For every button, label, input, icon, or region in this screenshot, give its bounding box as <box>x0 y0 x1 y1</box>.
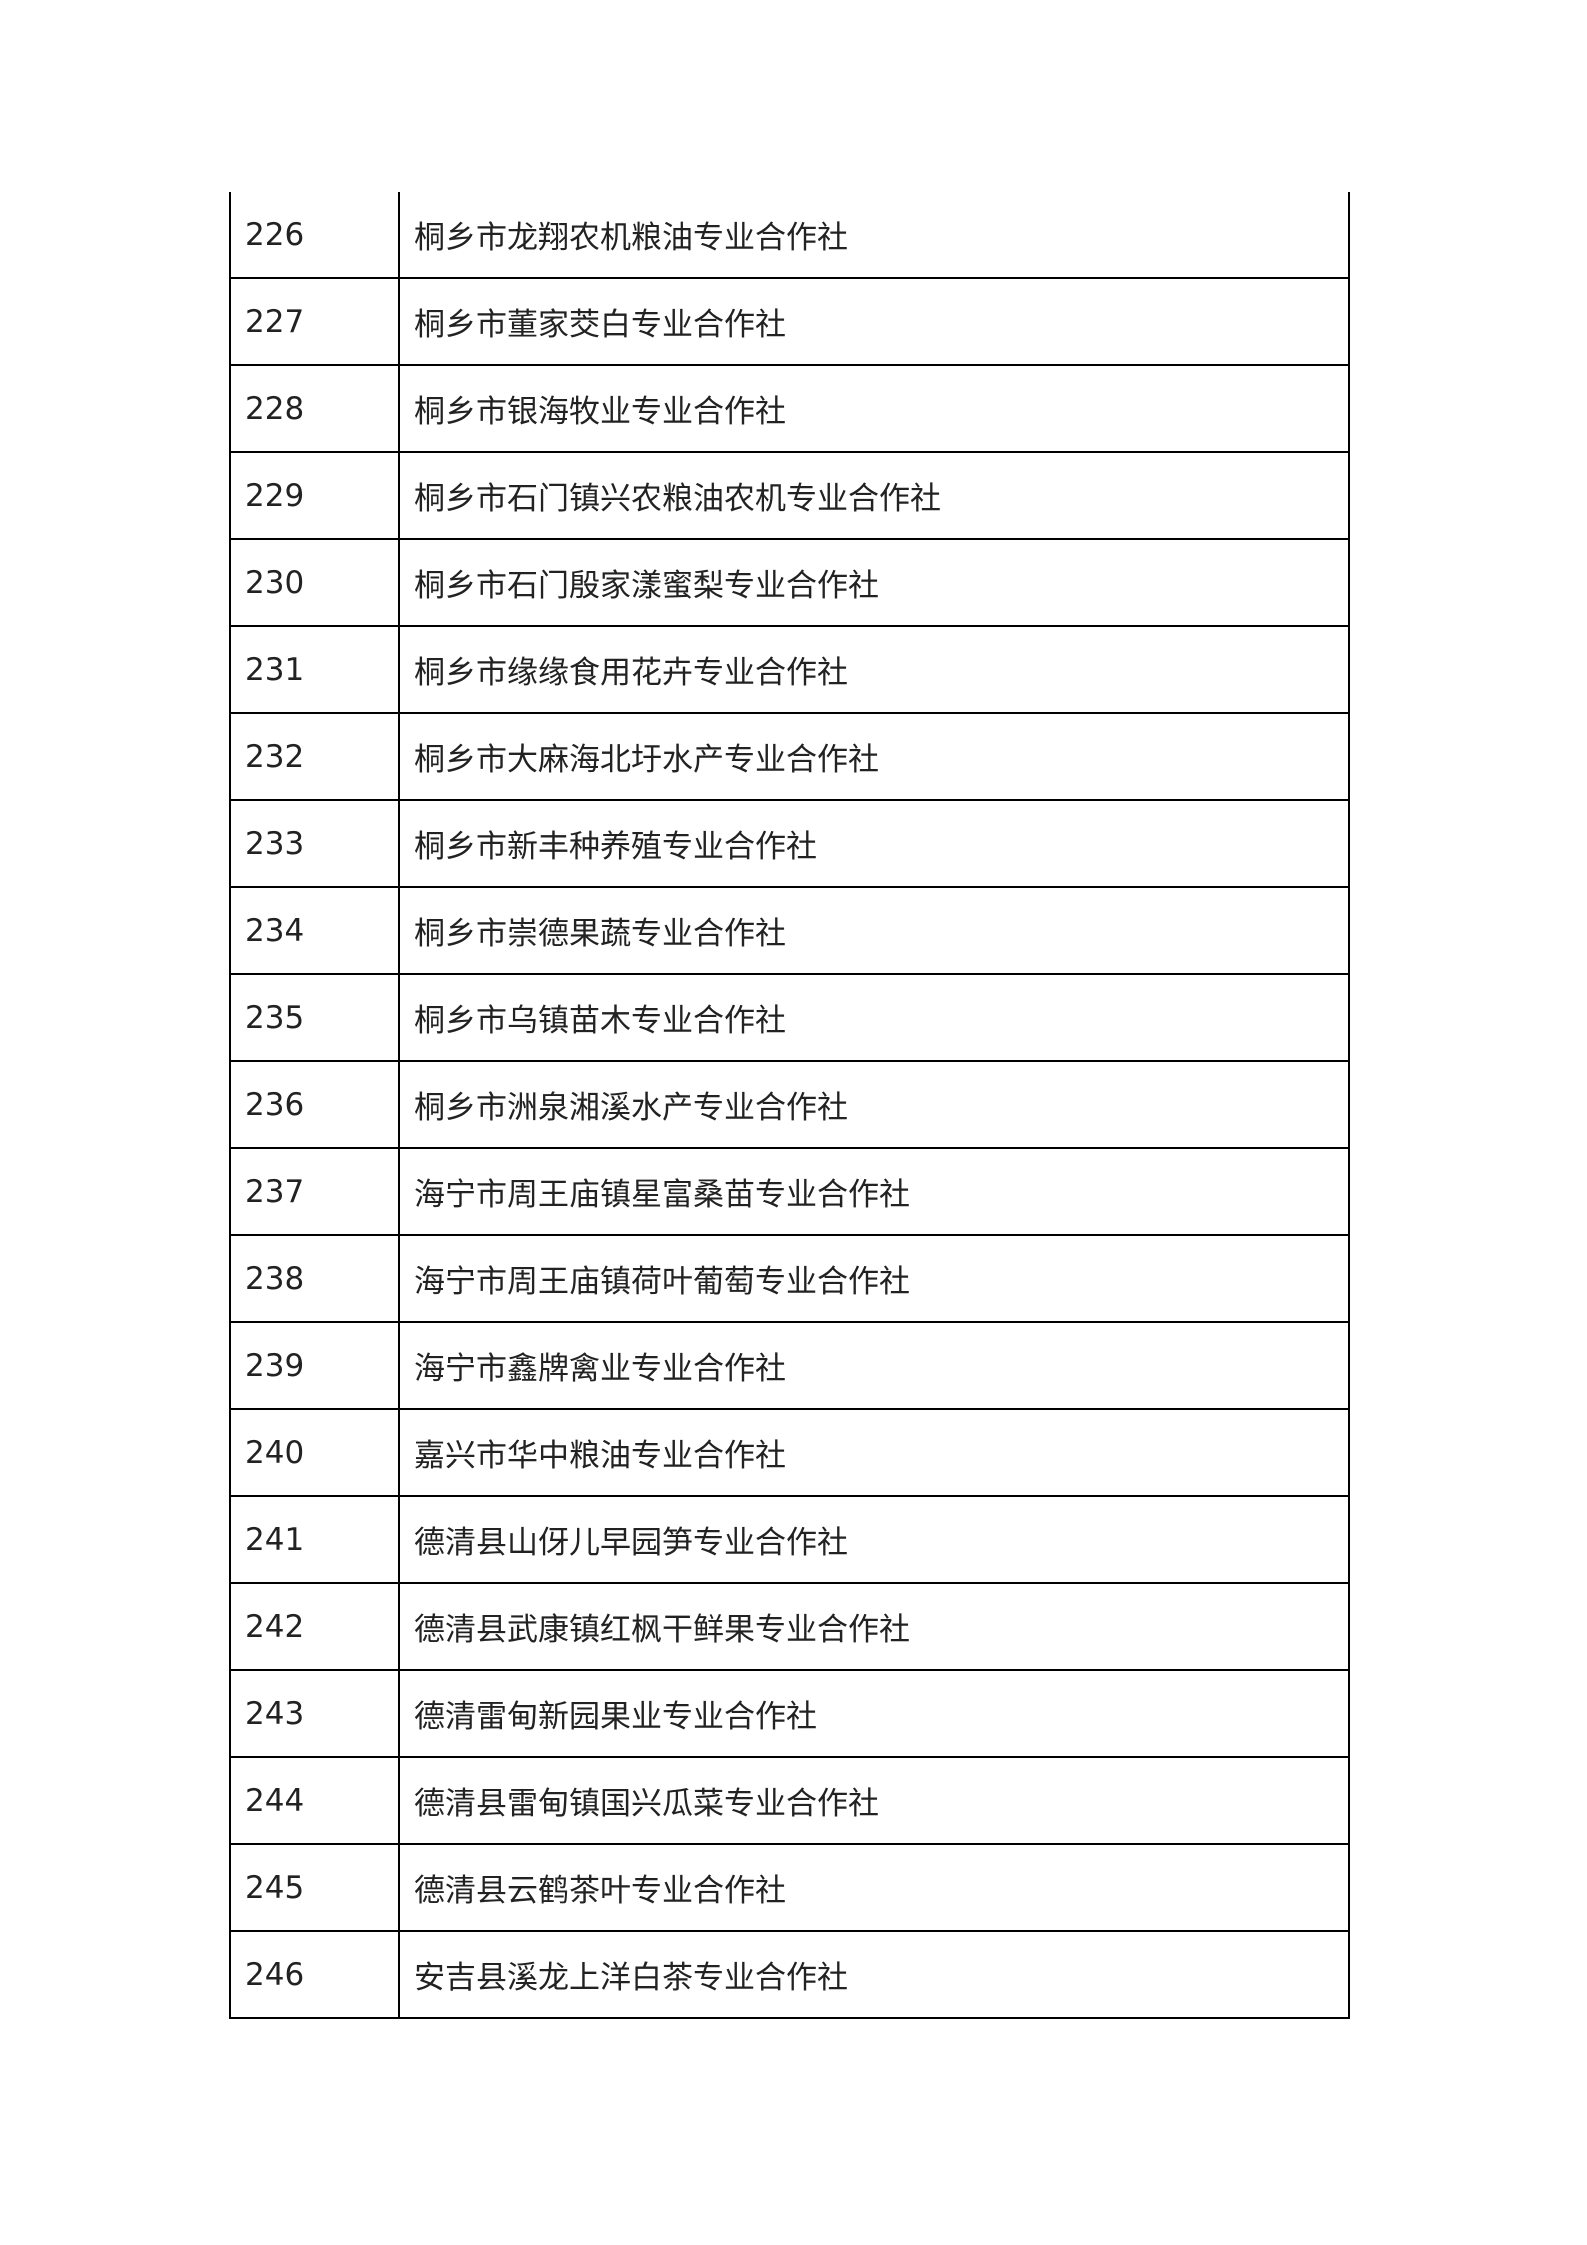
table-row: 231 桐乡市缘缘食用花卉专业合作社 <box>229 625 1350 714</box>
row-number: 227 <box>229 277 400 366</box>
table-row: 240 嘉兴市华中粮油专业合作社 <box>229 1408 1350 1497</box>
cooperative-name: 桐乡市董家茭白专业合作社 <box>398 277 1350 366</box>
row-number: 234 <box>229 886 400 975</box>
row-number: 242 <box>229 1582 400 1671</box>
table-row: 239 海宁市鑫牌禽业专业合作社 <box>229 1321 1350 1410</box>
table-row: 238 海宁市周王庙镇荷叶葡萄专业合作社 <box>229 1234 1350 1323</box>
table-row: 234 桐乡市崇德果蔬专业合作社 <box>229 886 1350 975</box>
cooperative-name: 海宁市周王庙镇星富桑苗专业合作社 <box>398 1147 1350 1236</box>
row-number: 240 <box>229 1408 400 1497</box>
cooperative-name: 桐乡市乌镇苗木专业合作社 <box>398 973 1350 1062</box>
table-row: 230 桐乡市石门殷家漾蜜梨专业合作社 <box>229 538 1350 627</box>
row-number: 233 <box>229 799 400 888</box>
table-row: 228 桐乡市银海牧业专业合作社 <box>229 364 1350 453</box>
cooperative-name: 德清县山伢儿早园笋专业合作社 <box>398 1495 1350 1584</box>
cooperative-name: 桐乡市缘缘食用花卉专业合作社 <box>398 625 1350 714</box>
row-number: 235 <box>229 973 400 1062</box>
row-number: 241 <box>229 1495 400 1584</box>
row-number: 246 <box>229 1930 400 2019</box>
table-row: 245 德清县云鹤茶叶专业合作社 <box>229 1843 1350 1932</box>
cooperative-name: 海宁市周王庙镇荷叶葡萄专业合作社 <box>398 1234 1350 1323</box>
row-number: 228 <box>229 364 400 453</box>
row-number: 232 <box>229 712 400 801</box>
cooperative-name: 德清县雷甸镇国兴瓜菜专业合作社 <box>398 1756 1350 1845</box>
table-row: 242 德清县武康镇红枫干鲜果专业合作社 <box>229 1582 1350 1671</box>
cooperative-name: 桐乡市崇德果蔬专业合作社 <box>398 886 1350 975</box>
row-number: 238 <box>229 1234 400 1323</box>
table-row: 229 桐乡市石门镇兴农粮油农机专业合作社 <box>229 451 1350 540</box>
table-row: 227 桐乡市董家茭白专业合作社 <box>229 277 1350 366</box>
row-number: 237 <box>229 1147 400 1236</box>
row-number: 230 <box>229 538 400 627</box>
cooperative-name: 德清雷甸新园果业专业合作社 <box>398 1669 1350 1758</box>
cooperative-name: 桐乡市石门镇兴农粮油农机专业合作社 <box>398 451 1350 540</box>
row-number: 226 <box>229 192 400 279</box>
cooperative-name: 桐乡市大麻海北圩水产专业合作社 <box>398 712 1350 801</box>
table-row: 236 桐乡市洲泉湘溪水产专业合作社 <box>229 1060 1350 1149</box>
table-row: 237 海宁市周王庙镇星富桑苗专业合作社 <box>229 1147 1350 1236</box>
row-number: 236 <box>229 1060 400 1149</box>
table-row: 233 桐乡市新丰种养殖专业合作社 <box>229 799 1350 888</box>
cooperative-name: 海宁市鑫牌禽业专业合作社 <box>398 1321 1350 1410</box>
cooperative-name: 嘉兴市华中粮油专业合作社 <box>398 1408 1350 1497</box>
cooperative-name: 安吉县溪龙上洋白茶专业合作社 <box>398 1930 1350 2019</box>
cooperative-name: 桐乡市龙翔农机粮油专业合作社 <box>398 192 1350 279</box>
row-number: 239 <box>229 1321 400 1410</box>
table-row: 246 安吉县溪龙上洋白茶专业合作社 <box>229 1930 1350 2019</box>
cooperative-name: 桐乡市洲泉湘溪水产专业合作社 <box>398 1060 1350 1149</box>
cooperative-name: 德清县云鹤茶叶专业合作社 <box>398 1843 1350 1932</box>
table-row: 226 桐乡市龙翔农机粮油专业合作社 <box>229 192 1350 279</box>
cooperative-name: 德清县武康镇红枫干鲜果专业合作社 <box>398 1582 1350 1671</box>
cooperative-name: 桐乡市银海牧业专业合作社 <box>398 364 1350 453</box>
table-row: 241 德清县山伢儿早园笋专业合作社 <box>229 1495 1350 1584</box>
cooperative-table: 226 桐乡市龙翔农机粮油专业合作社 227 桐乡市董家茭白专业合作社 228 桐乡市银海… <box>229 192 1350 2019</box>
row-number: 243 <box>229 1669 400 1758</box>
row-number: 245 <box>229 1843 400 1932</box>
row-number: 244 <box>229 1756 400 1845</box>
table-row: 244 德清县雷甸镇国兴瓜菜专业合作社 <box>229 1756 1350 1845</box>
table-row: 243 德清雷甸新园果业专业合作社 <box>229 1669 1350 1758</box>
row-number: 231 <box>229 625 400 714</box>
table-row: 235 桐乡市乌镇苗木专业合作社 <box>229 973 1350 1062</box>
cooperative-name: 桐乡市新丰种养殖专业合作社 <box>398 799 1350 888</box>
cooperative-name: 桐乡市石门殷家漾蜜梨专业合作社 <box>398 538 1350 627</box>
row-number: 229 <box>229 451 400 540</box>
table-row: 232 桐乡市大麻海北圩水产专业合作社 <box>229 712 1350 801</box>
